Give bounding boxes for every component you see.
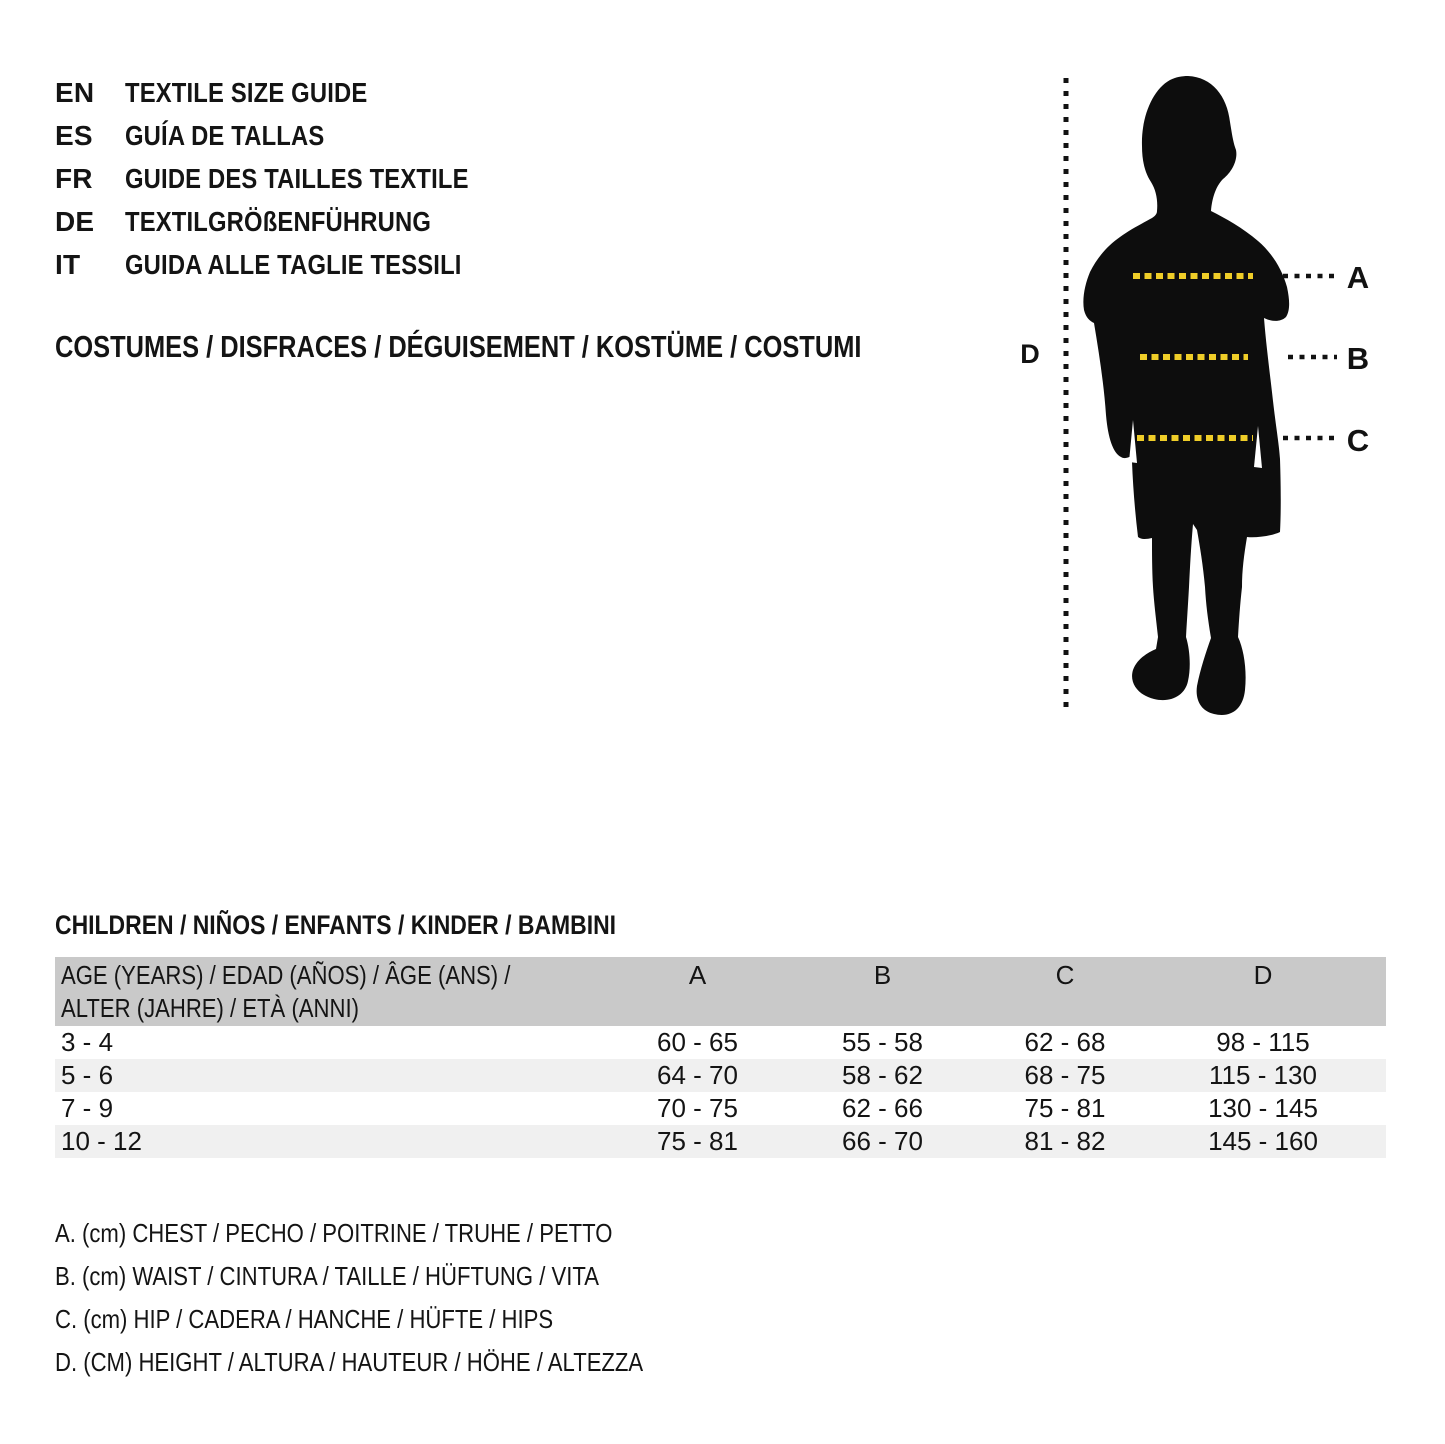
table-row: 10 - 12 75 - 81 66 - 70 81 - 82 145 - 16…: [55, 1125, 1386, 1158]
waist-cell: 58 - 62: [790, 1059, 975, 1092]
table-section-title: CHILDREN / NIÑOS / ENFANTS / KINDER / BA…: [55, 910, 617, 940]
size-measure-figure: D A B C: [1020, 76, 1369, 715]
language-code: IT: [55, 248, 81, 280]
waist-cell: 55 - 58: [842, 1027, 923, 1057]
language-row: FR GUIDE DES TAILLES TEXTILE: [55, 157, 675, 200]
height-cell: 98 - 115: [1216, 1027, 1310, 1057]
language-row: IT GUIDA ALLE TAGLIE TESSILI: [55, 243, 675, 286]
chest-cell: 70 - 75: [657, 1093, 738, 1123]
chest-cell: 64 - 70: [605, 1059, 790, 1092]
age-cell: 7 - 9: [61, 1093, 114, 1123]
height-label-d: D: [1020, 339, 1040, 369]
table-header-row: AGE (YEARS) / EDAD (AÑOS) / ÂGE (ANS) / …: [55, 957, 1386, 1026]
column-header-spacer: [1371, 957, 1386, 1026]
legend-line-hip: C. (cm) HIP / CADERA / HANCHE / HÜFTE / …: [55, 1304, 554, 1334]
hip-cell: 75 - 81: [1024, 1093, 1106, 1123]
hip-cell: 81 - 82: [975, 1125, 1155, 1158]
language-title: TEXTILE SIZE GUIDE: [125, 76, 368, 108]
chest-cell: 75 - 81: [605, 1125, 790, 1158]
children-size-table: AGE (YEARS) / EDAD (AÑOS) / ÂGE (ANS) / …: [55, 957, 1386, 1158]
age-cell: 3 - 4: [61, 1027, 114, 1057]
language-code: EN: [55, 76, 95, 108]
right-hand-notch: [1254, 426, 1262, 468]
language-row: EN TEXTILE SIZE GUIDE: [55, 71, 675, 114]
spacer-cell: [1371, 1125, 1386, 1158]
column-header-a: A: [605, 957, 790, 1026]
age-cell: 5 - 6: [55, 1059, 605, 1092]
language-code: FR: [55, 162, 93, 194]
column-header-d: D: [1155, 957, 1371, 1026]
language-code: ES: [55, 119, 93, 151]
measure-legend: A. (cm) CHEST / PECHO / POITRINE / TRUHE…: [55, 1212, 747, 1384]
height-cell: 115 - 130: [1155, 1059, 1371, 1092]
language-title: TEXTILGRÖßENFÜHRUNG: [125, 205, 432, 237]
age-column-header: AGE (YEARS) / EDAD (AÑOS) / ÂGE (ANS) / …: [55, 957, 605, 1026]
language-list: EN TEXTILE SIZE GUIDE ES GUÍA DE TALLAS …: [55, 71, 675, 286]
language-title: GUÍA DE TALLAS: [125, 119, 325, 151]
age-cell: 10 - 12: [55, 1125, 605, 1158]
table-row: 3 - 4 60 - 65 55 - 58 62 - 68 98 - 115: [55, 1026, 1386, 1059]
spacer-cell: [1371, 1059, 1386, 1092]
language-title: GUIDA ALLE TAGLIE TESSILI: [125, 248, 462, 280]
chest-cell: 60 - 65: [657, 1027, 738, 1057]
language-title: GUIDE DES TAILLES TEXTILE: [125, 162, 469, 194]
waist-cell: 66 - 70: [790, 1125, 975, 1158]
legend-line-waist: B. (cm) WAIST / CINTURA / TAILLE / HÜFTU…: [55, 1261, 599, 1291]
child-silhouette: [1083, 76, 1290, 715]
waist-cell: 62 - 66: [842, 1093, 923, 1123]
hip-label-c: C: [1347, 423, 1369, 458]
table-row: 7 - 9 70 - 75 62 - 66 75 - 81 130 - 145: [55, 1092, 1386, 1125]
column-header-b: B: [790, 957, 975, 1026]
category-title: COSTUMES / DISFRACES / DÉGUISEMENT / KOS…: [55, 329, 862, 364]
language-code: DE: [55, 205, 95, 237]
column-header-c: C: [975, 957, 1155, 1026]
spacer-cell: [1371, 1092, 1386, 1125]
height-cell: 130 - 145: [1208, 1093, 1318, 1123]
hip-cell: 68 - 75: [975, 1059, 1155, 1092]
language-row: DE TEXTILGRÖßENFÜHRUNG: [55, 200, 675, 243]
height-cell: 145 - 160: [1155, 1125, 1371, 1158]
chest-label-a: A: [1347, 260, 1369, 295]
legend-line-chest: A. (cm) CHEST / PECHO / POITRINE / TRUHE…: [55, 1218, 613, 1248]
table-row: 5 - 6 64 - 70 58 - 62 68 - 75 115 - 130: [55, 1059, 1386, 1092]
left-hand-notch: [1129, 420, 1137, 463]
spacer-cell: [1371, 1026, 1386, 1059]
legend-line-height: D. (CM) HEIGHT / ALTURA / HAUTEUR / HÖHE…: [55, 1347, 644, 1377]
hip-cell: 62 - 68: [1024, 1027, 1106, 1057]
waist-label-b: B: [1347, 341, 1369, 376]
language-row: ES GUÍA DE TALLAS: [55, 114, 675, 157]
